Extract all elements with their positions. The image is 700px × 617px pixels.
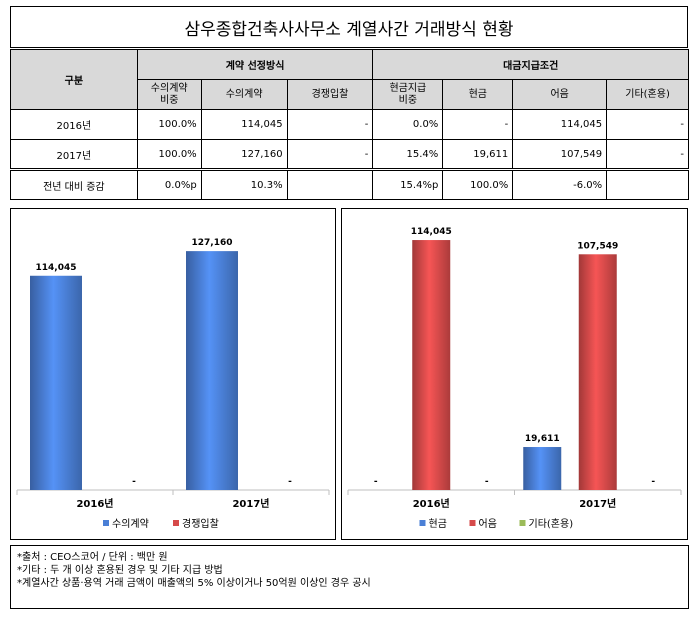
data-label: - bbox=[132, 477, 136, 487]
header-cash-ratio: 현금지급 비중 bbox=[372, 79, 444, 110]
table-row: 2017년 100.0% 127,160 - 15.4% 19,611 107,… bbox=[10, 139, 689, 170]
header-contract-method: 계약 선정방식 bbox=[136, 49, 374, 80]
table-row: 전년 대비 증감 0.0%p 10.3% 15.4%p 100.0% -6.0% bbox=[10, 168, 689, 200]
legend-label: 현금 bbox=[429, 518, 447, 530]
x-tick-label: 2017년 bbox=[232, 497, 269, 510]
note-line: *기타 : 두 개 이상 혼용된 경우 및 기타 지급 방법 bbox=[17, 565, 223, 576]
table-cell: - bbox=[606, 109, 689, 140]
table-cell: 100.0% bbox=[442, 168, 514, 200]
row-label: 2016년 bbox=[10, 109, 138, 140]
note-line: *계열사간 상품·용역 거래 금액이 매출액의 5% 이상이거나 50억원 이상… bbox=[17, 578, 371, 589]
data-label: 114,045 bbox=[411, 227, 452, 237]
table-cell bbox=[286, 168, 374, 200]
header-private-ratio: 수의계약 비중 bbox=[136, 79, 202, 110]
data-label: - bbox=[485, 477, 489, 487]
header-category: 구분 bbox=[10, 49, 138, 110]
legend-swatch bbox=[469, 520, 476, 526]
bar bbox=[30, 275, 82, 490]
table-row: 2016년 100.0% 114,045 - 0.0% - 114,045 - bbox=[10, 109, 689, 140]
table-cell: 0.0% bbox=[372, 109, 444, 140]
table-cell: 100.0% bbox=[136, 109, 202, 140]
header-bill: 어음 bbox=[512, 79, 608, 110]
table-cell: 15.4%p bbox=[372, 168, 444, 200]
data-label: 107,549 bbox=[577, 241, 618, 251]
table-cell: 114,045 bbox=[512, 109, 608, 140]
table-cell: - bbox=[286, 109, 374, 140]
notes: *출처 : CEO스코어 / 단위 : 백만 원 *기타 : 두 개 이상 혼용… bbox=[10, 545, 689, 609]
x-tick-label: 2016년 bbox=[76, 497, 113, 510]
table-cell: - bbox=[442, 109, 514, 140]
table-cell: 10.3% bbox=[200, 168, 288, 200]
header-other: 기타(혼용) bbox=[606, 79, 689, 110]
data-label: 127,160 bbox=[192, 238, 233, 248]
legend-label: 기타(혼용) bbox=[529, 517, 574, 530]
data-label: - bbox=[374, 477, 378, 487]
data-label: - bbox=[651, 477, 655, 487]
bar bbox=[523, 447, 562, 490]
header-private-contract: 수의계약 bbox=[200, 79, 288, 110]
header-cash: 현금 bbox=[442, 79, 514, 110]
legend-label: 경쟁입찰 bbox=[182, 517, 219, 530]
legend-swatch bbox=[173, 520, 179, 526]
table-cell bbox=[606, 168, 689, 200]
data-label: - bbox=[288, 477, 292, 487]
x-tick-label: 2016년 bbox=[413, 497, 450, 510]
table-cell: 19,611 bbox=[442, 139, 514, 170]
table-cell: 0.0%p bbox=[136, 168, 202, 200]
table-cell: - bbox=[606, 139, 689, 170]
bar bbox=[186, 251, 238, 490]
table-cell: 100.0% bbox=[136, 139, 202, 170]
header-payment-terms: 대금지급조건 bbox=[372, 49, 689, 80]
data-label: 114,045 bbox=[36, 263, 77, 273]
legend-swatch bbox=[419, 520, 426, 526]
row-label: 전년 대비 증감 bbox=[10, 168, 138, 200]
legend-label: 어음 bbox=[479, 518, 497, 530]
legend-swatch bbox=[519, 520, 526, 526]
page-title: 삼우종합건축사사무소 계열사간 거래방식 현황 bbox=[10, 6, 688, 48]
table-cell: 107,549 bbox=[512, 139, 608, 170]
header-competitive-bid: 경쟁입찰 bbox=[286, 79, 374, 110]
table-cell: -6.0% bbox=[512, 168, 608, 200]
table-cell: 127,160 bbox=[200, 139, 288, 170]
data-table: 구분 계약 선정방식 대금지급조건 수의계약 비중 수의계약 경쟁입찰 현금지급… bbox=[10, 49, 689, 200]
table-cell: 15.4% bbox=[372, 139, 444, 170]
bar bbox=[412, 240, 451, 490]
table-cell: 114,045 bbox=[200, 109, 288, 140]
row-label: 2017년 bbox=[10, 139, 138, 170]
table-cell: - bbox=[286, 139, 374, 170]
legend-swatch bbox=[103, 520, 109, 526]
bar bbox=[578, 254, 617, 490]
legend-label: 수의계약 bbox=[112, 518, 149, 530]
x-tick-label: 2017년 bbox=[579, 497, 616, 510]
note-line: *출처 : CEO스코어 / 단위 : 백만 원 bbox=[17, 552, 168, 563]
data-label: 19,611 bbox=[525, 434, 560, 444]
